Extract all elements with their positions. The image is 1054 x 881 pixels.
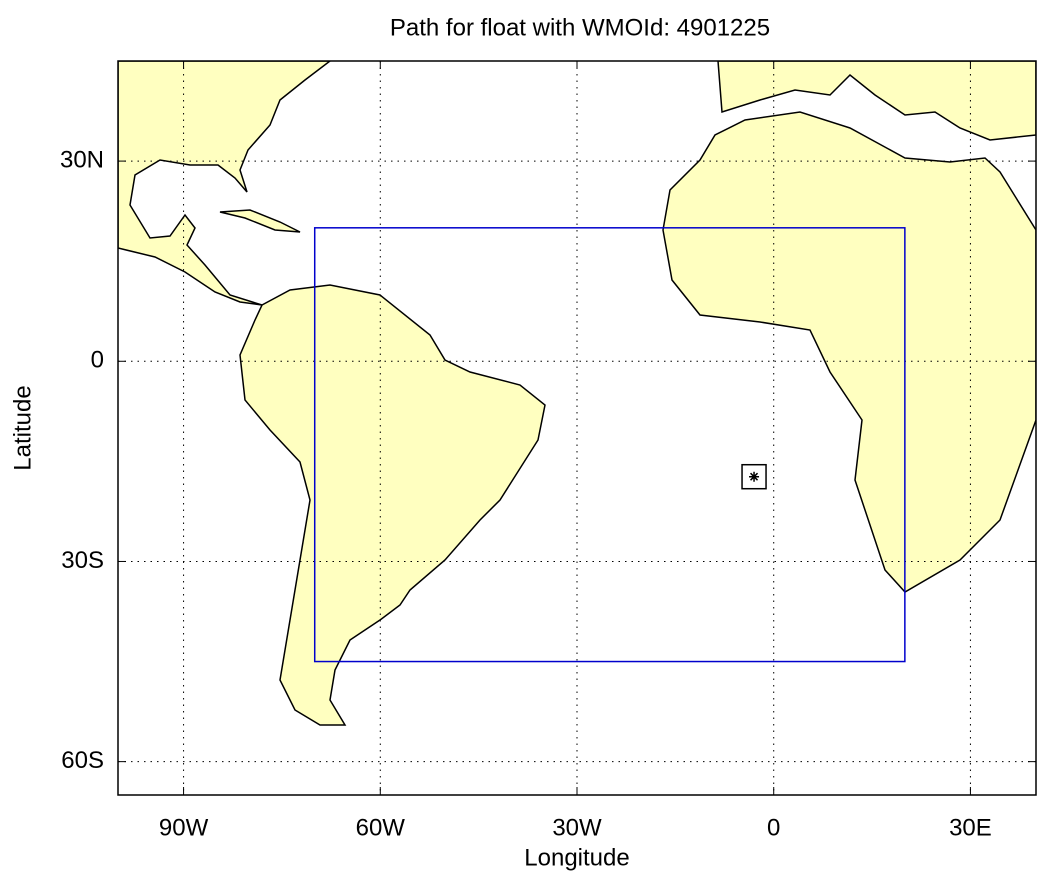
float-marker bbox=[749, 471, 760, 482]
last-position-box bbox=[741, 463, 767, 490]
x-tick-label: 30W bbox=[552, 814, 602, 841]
y-axis-label: Latitude bbox=[9, 385, 36, 470]
chart-title: Path for float with WMOId: 4901225 bbox=[390, 14, 770, 41]
land bbox=[118, 61, 1036, 726]
y-tick-label: 30S bbox=[61, 547, 104, 574]
north-america bbox=[118, 61, 332, 306]
south-america bbox=[239, 284, 546, 726]
y-tick-label: 60S bbox=[61, 747, 104, 774]
europe bbox=[717, 61, 1036, 141]
africa bbox=[662, 111, 1036, 593]
x-axis-label: Longitude bbox=[524, 844, 629, 871]
x-tick-label: 60W bbox=[356, 814, 406, 841]
x-tick-label: 30E bbox=[949, 814, 992, 841]
x-tick-label: 0 bbox=[767, 814, 780, 841]
y-tick-label: 0 bbox=[91, 347, 104, 374]
y-tick-label: 30N bbox=[60, 146, 104, 173]
cuba bbox=[219, 209, 301, 233]
x-tick-label: 90W bbox=[159, 814, 209, 841]
region-box bbox=[313, 227, 906, 663]
float-position bbox=[741, 463, 767, 490]
